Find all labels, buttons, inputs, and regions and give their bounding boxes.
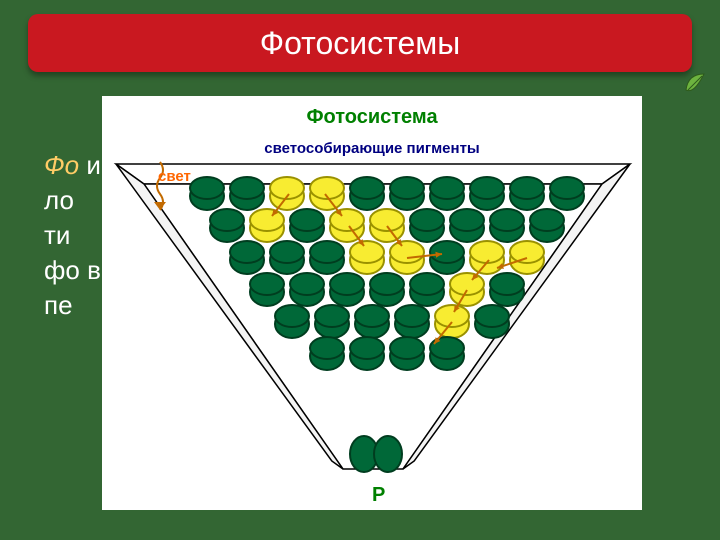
reaction-center-label: P [372,484,385,507]
leaf-icon [680,70,708,98]
diagram-title: Фотосистема [102,106,642,129]
diagram-svg [102,96,642,510]
light-label: свет [158,168,191,185]
body-emphasis: Фо [44,150,79,180]
slide-title-bar: Фотосистемы [28,14,692,72]
slide-title: Фотосистемы [260,25,460,62]
photosystem-diagram: Фотосистема светособирающие пигменты све… [102,96,642,510]
diagram-subtitle: светособирающие пигменты [102,140,642,157]
